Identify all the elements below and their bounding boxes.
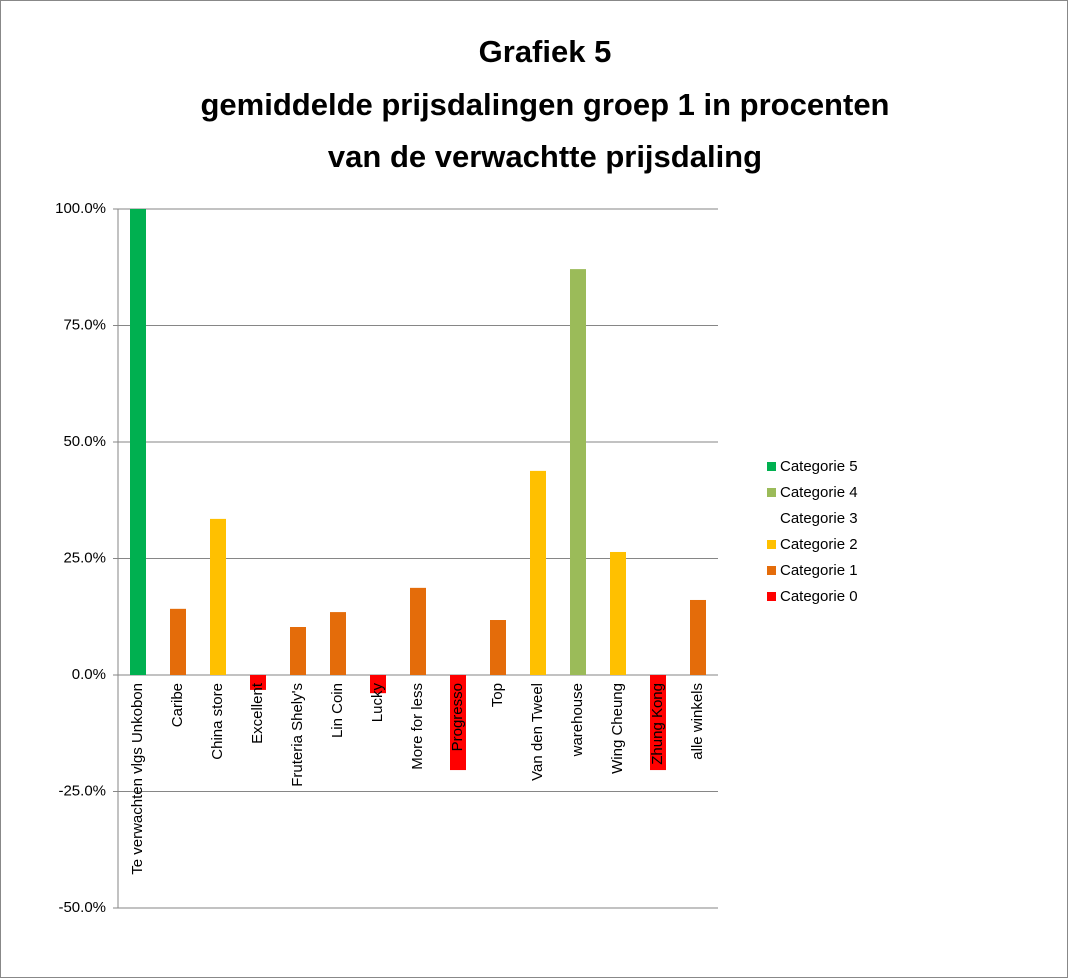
chart-title: van de verwachtte prijsdaling — [328, 139, 762, 174]
legend-label: Categorie 2 — [780, 536, 858, 553]
legend-label: Categorie 1 — [780, 562, 858, 579]
bar — [490, 620, 506, 675]
x-tick-label: Van den Tweel — [529, 683, 546, 781]
legend-marker — [767, 514, 776, 523]
y-tick-label: 25.0% — [63, 549, 106, 566]
legend-marker — [767, 592, 776, 601]
x-tick-label: Te verwachten vlgs Unkobon — [129, 683, 146, 875]
x-tick-label: China store — [209, 683, 226, 760]
bar — [370, 675, 386, 694]
y-tick-label: -25.0% — [58, 782, 106, 799]
y-tick-label: -50.0% — [58, 899, 106, 916]
x-tick-label: Caribe — [169, 683, 186, 727]
bar — [650, 675, 666, 771]
legend-label: Categorie 4 — [780, 484, 858, 501]
x-tick-label: alle winkels — [689, 683, 706, 760]
bar — [290, 627, 306, 675]
bar — [170, 608, 186, 675]
x-tick-label: Top — [489, 683, 506, 707]
bar — [330, 612, 346, 675]
x-tick-label: Lucky — [369, 683, 386, 723]
x-tick-label: Excellent — [249, 682, 266, 744]
chart-title: gemiddelde prijsdalingen groep 1 in proc… — [201, 87, 890, 122]
y-tick-label: 50.0% — [63, 433, 106, 450]
bar — [530, 470, 546, 675]
legend-marker — [767, 566, 776, 575]
bar — [570, 269, 586, 675]
bar — [210, 518, 226, 675]
legend-marker — [767, 488, 776, 497]
legend-marker — [767, 462, 776, 471]
chart-title: Grafiek 5 — [479, 34, 612, 69]
x-tick-label: warehouse — [569, 683, 586, 757]
x-tick-label: Lin Coin — [329, 683, 346, 738]
legend-label: Categorie 3 — [780, 510, 858, 527]
legend-label: Categorie 0 — [780, 588, 858, 605]
y-tick-label: 75.0% — [63, 316, 106, 333]
bar — [130, 209, 146, 675]
x-tick-label: Wing Cheung — [609, 683, 626, 774]
bar — [250, 675, 266, 690]
y-tick-label: 100.0% — [55, 200, 106, 217]
bar — [410, 587, 426, 675]
y-tick-label: 0.0% — [72, 666, 106, 683]
bar — [450, 675, 466, 771]
legend-marker — [767, 540, 776, 549]
x-tick-label: Zhung Kong — [649, 683, 666, 765]
bar — [610, 551, 626, 675]
x-tick-label: Progresso — [449, 683, 466, 751]
legend-label: Categorie 5 — [780, 458, 858, 475]
x-tick-label: More for less — [409, 683, 426, 770]
bar — [690, 599, 706, 675]
x-tick-label: Fruteria Shely's — [289, 683, 306, 787]
